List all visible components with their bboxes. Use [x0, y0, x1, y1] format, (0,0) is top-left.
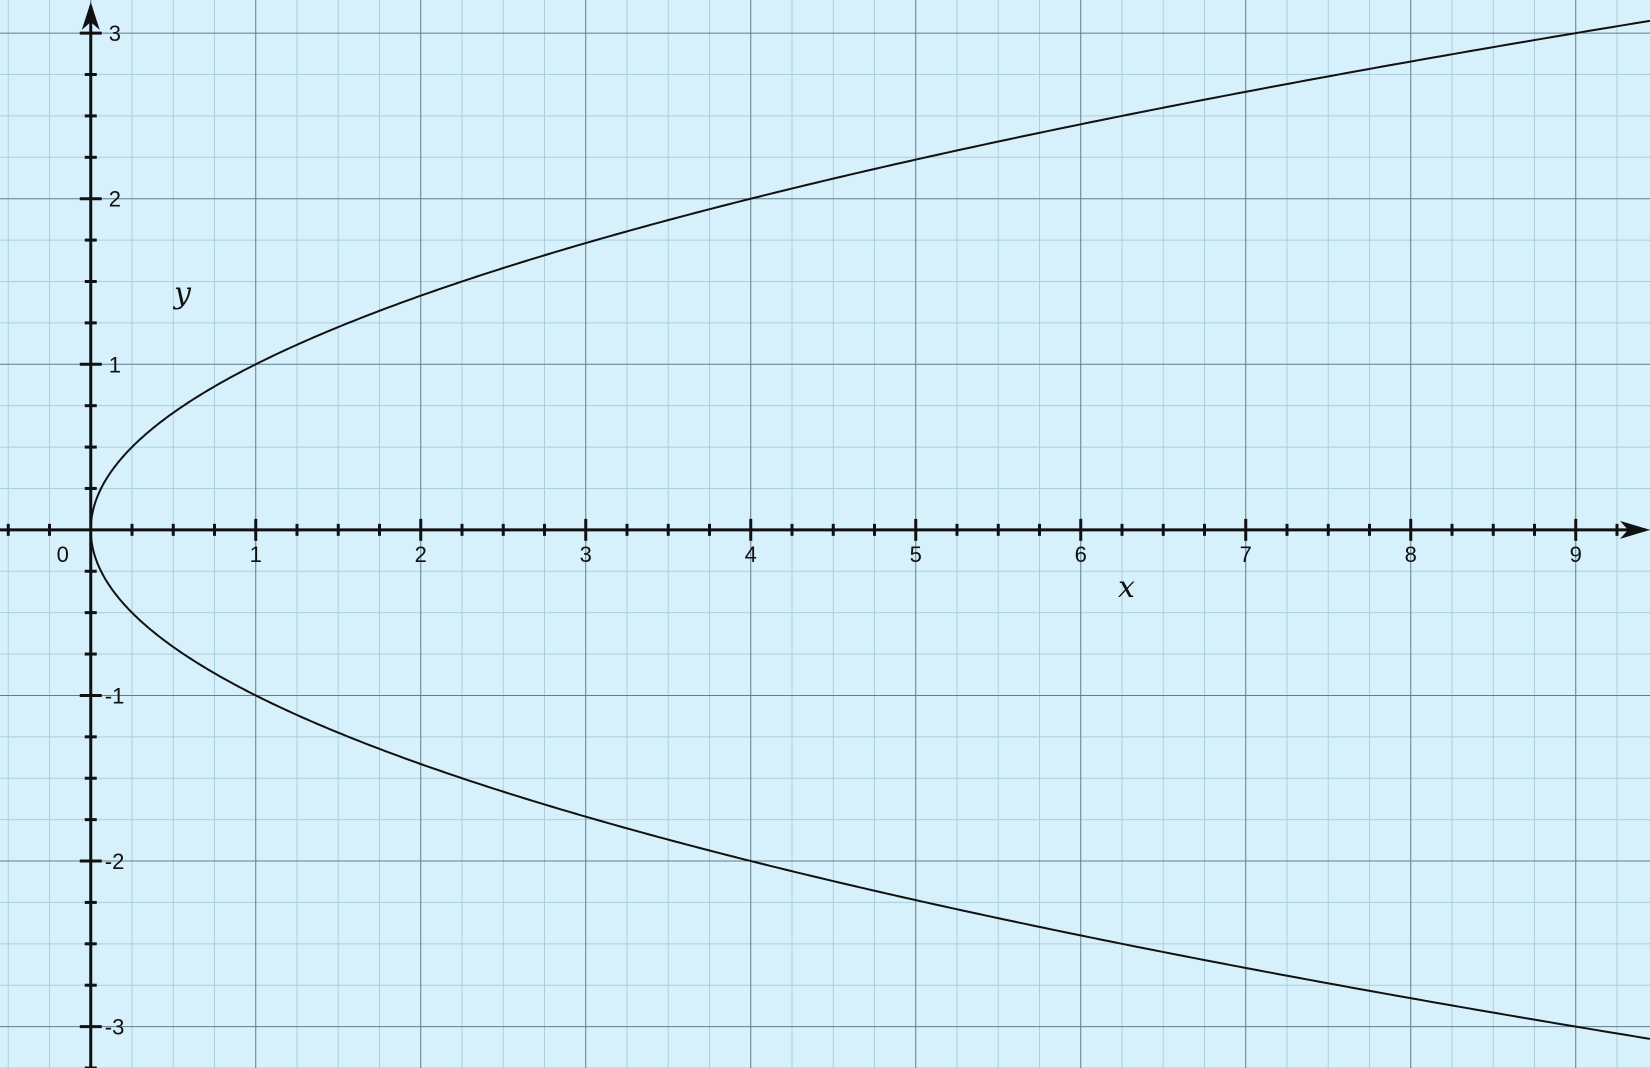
x-tick-label: 7 — [1240, 542, 1252, 567]
x-tick-label: 8 — [1405, 542, 1417, 567]
upper-branch-curve — [89, 19, 1650, 530]
y-axis-arrow — [81, 2, 100, 30]
y-tick-label: -1 — [105, 683, 125, 708]
x-tick-label: 3 — [580, 542, 592, 567]
x-axis-title: x — [1118, 570, 1135, 605]
curve-series — [89, 19, 1650, 1040]
x-tick-label: 0 — [57, 542, 69, 567]
x-tick-label: 6 — [1075, 542, 1087, 567]
x-tick-label: 9 — [1570, 542, 1582, 567]
tick-labels: 0 1 2 3 4 5 6 7 8 9 3 2 1 -1 -2 -3 — [57, 21, 1582, 1039]
y-tick-label: -2 — [105, 849, 125, 874]
y-axis-title: y — [172, 276, 192, 311]
x-tick-label: 1 — [250, 542, 262, 567]
y-tick-label: -3 — [105, 1015, 125, 1040]
x-tick-label: 2 — [415, 542, 427, 567]
lower-branch-curve — [89, 529, 1650, 1040]
axis-ticks — [6, 31, 1619, 1068]
y-tick-label: 1 — [109, 352, 121, 377]
y-tick-label: 3 — [109, 21, 121, 46]
x-tick-label: 4 — [745, 542, 757, 567]
x-tick-label: 5 — [910, 542, 922, 567]
y-tick-label: 2 — [109, 187, 121, 212]
x-axis-arrow — [1620, 520, 1650, 539]
